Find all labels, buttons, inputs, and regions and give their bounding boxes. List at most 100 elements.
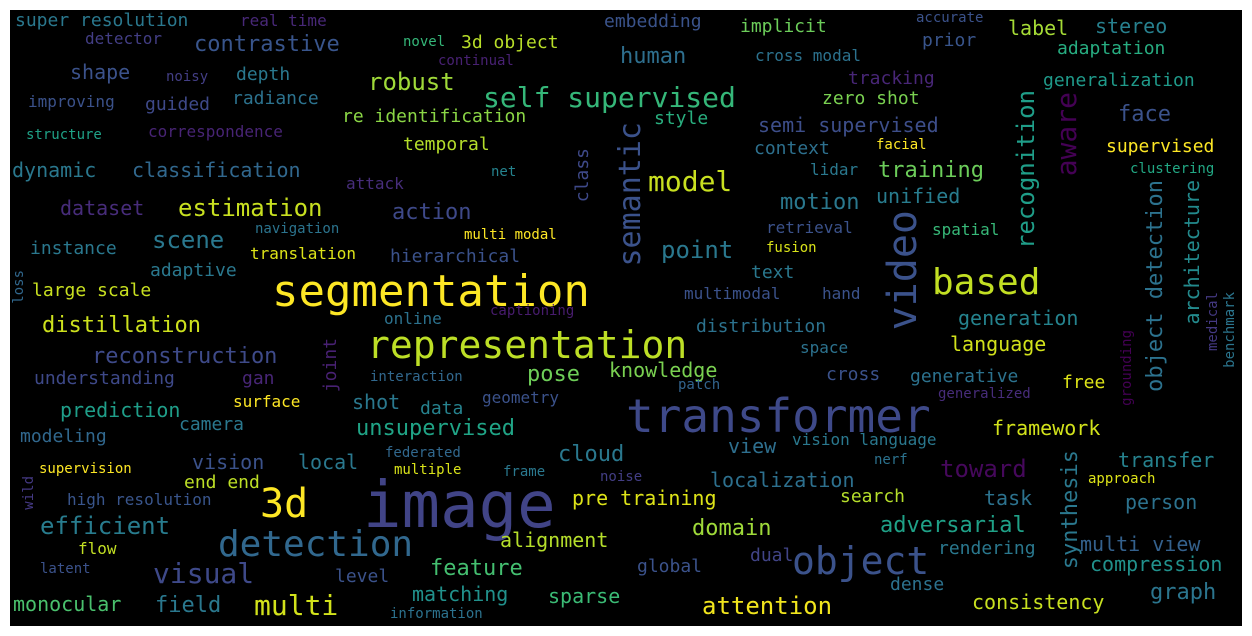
word: action xyxy=(392,200,472,225)
word: latent xyxy=(40,561,91,577)
word: architecture xyxy=(1180,180,1204,325)
word: attention xyxy=(702,592,833,620)
word: generative xyxy=(910,366,1019,387)
word: benchmark xyxy=(1222,292,1238,368)
word: noise xyxy=(600,469,643,485)
word: semi supervised xyxy=(758,113,939,137)
word: geometry xyxy=(482,388,560,407)
word: framework xyxy=(992,416,1101,440)
word: adversarial xyxy=(880,513,1026,538)
word: supervised xyxy=(1106,136,1215,157)
word: estimation xyxy=(178,194,323,222)
word: attack xyxy=(346,174,404,193)
word: hand xyxy=(822,284,861,303)
word: multi modal xyxy=(464,227,557,243)
word: spatial xyxy=(932,220,1000,239)
word: frame xyxy=(503,464,546,480)
word: vision language xyxy=(792,430,937,449)
word: person xyxy=(1125,490,1198,514)
word: global xyxy=(637,556,703,577)
word: robust xyxy=(368,68,455,96)
word: rendering xyxy=(938,538,1036,559)
word: efficient xyxy=(40,512,171,540)
word: free xyxy=(1062,372,1106,393)
word: context xyxy=(754,138,830,159)
word: text xyxy=(751,262,795,283)
word: detection xyxy=(218,524,414,565)
word: class xyxy=(572,148,593,203)
word: novel xyxy=(403,34,446,50)
word: feature xyxy=(430,556,523,581)
word: label xyxy=(1008,16,1069,40)
word: dynamic xyxy=(12,158,97,182)
word: guided xyxy=(145,94,211,115)
word: transformer xyxy=(626,389,931,443)
word: unified xyxy=(876,184,961,208)
word: training xyxy=(878,158,984,183)
word: toward xyxy=(940,455,1027,483)
word: federated xyxy=(385,445,461,461)
word: high resolution xyxy=(67,490,212,509)
word: space xyxy=(800,338,849,357)
word: aware xyxy=(1050,92,1083,177)
word: domain xyxy=(692,516,772,541)
word: cloud xyxy=(558,442,625,467)
word: based xyxy=(932,262,1041,303)
word: dense xyxy=(890,574,945,595)
word: localization xyxy=(710,468,855,492)
word: clustering xyxy=(1130,161,1215,177)
word: understanding xyxy=(34,368,175,389)
word: dual xyxy=(750,545,794,566)
word: segmentation xyxy=(272,266,590,317)
word: modeling xyxy=(20,426,107,447)
word: multi xyxy=(254,589,339,622)
word: pose xyxy=(527,362,580,387)
word: point xyxy=(661,236,734,264)
word-cloud: image transformer segmentation represent… xyxy=(10,10,1242,626)
word: level xyxy=(335,566,390,587)
word: style xyxy=(654,108,709,129)
word: graph xyxy=(1150,580,1217,605)
word: synthesis xyxy=(1058,450,1083,570)
word: surface xyxy=(233,392,301,411)
word: wild xyxy=(21,476,37,510)
word: consistency xyxy=(972,590,1105,614)
word: field xyxy=(155,593,222,618)
word: facial xyxy=(876,137,927,153)
word: self supervised xyxy=(483,81,736,114)
word: supervision xyxy=(39,461,132,477)
word: generation xyxy=(958,306,1079,330)
word: gan xyxy=(242,368,275,389)
word: approach xyxy=(1088,471,1156,487)
word: reconstruction xyxy=(92,344,278,369)
word: scene xyxy=(152,226,225,254)
word: flow xyxy=(78,539,117,558)
word: human xyxy=(620,44,687,69)
word: compression xyxy=(1090,552,1223,576)
word: pre training xyxy=(572,486,717,510)
word: nerf xyxy=(874,452,908,468)
word: information xyxy=(390,606,483,622)
word: distribution xyxy=(696,316,827,337)
word: transfer xyxy=(1118,448,1215,472)
word: adaptation xyxy=(1057,38,1166,59)
word: lidar xyxy=(810,160,859,179)
word: hierarchical xyxy=(390,246,521,267)
word: unsupervised xyxy=(356,416,515,441)
word: translation xyxy=(250,244,356,263)
word: model xyxy=(648,165,733,198)
word: medical xyxy=(1205,292,1221,352)
word: visual xyxy=(153,557,255,590)
word: view xyxy=(728,434,777,458)
word: object xyxy=(792,539,930,583)
word: adaptive xyxy=(150,260,237,281)
word: stereo xyxy=(1095,14,1168,38)
word: cross xyxy=(826,364,881,385)
word: classification xyxy=(132,158,301,182)
word: correspondence xyxy=(148,122,283,141)
word: knowledge xyxy=(609,358,718,382)
word: data xyxy=(420,398,464,419)
word: sparse xyxy=(548,584,621,608)
word: temporal xyxy=(403,134,490,155)
word: face xyxy=(1118,102,1171,127)
